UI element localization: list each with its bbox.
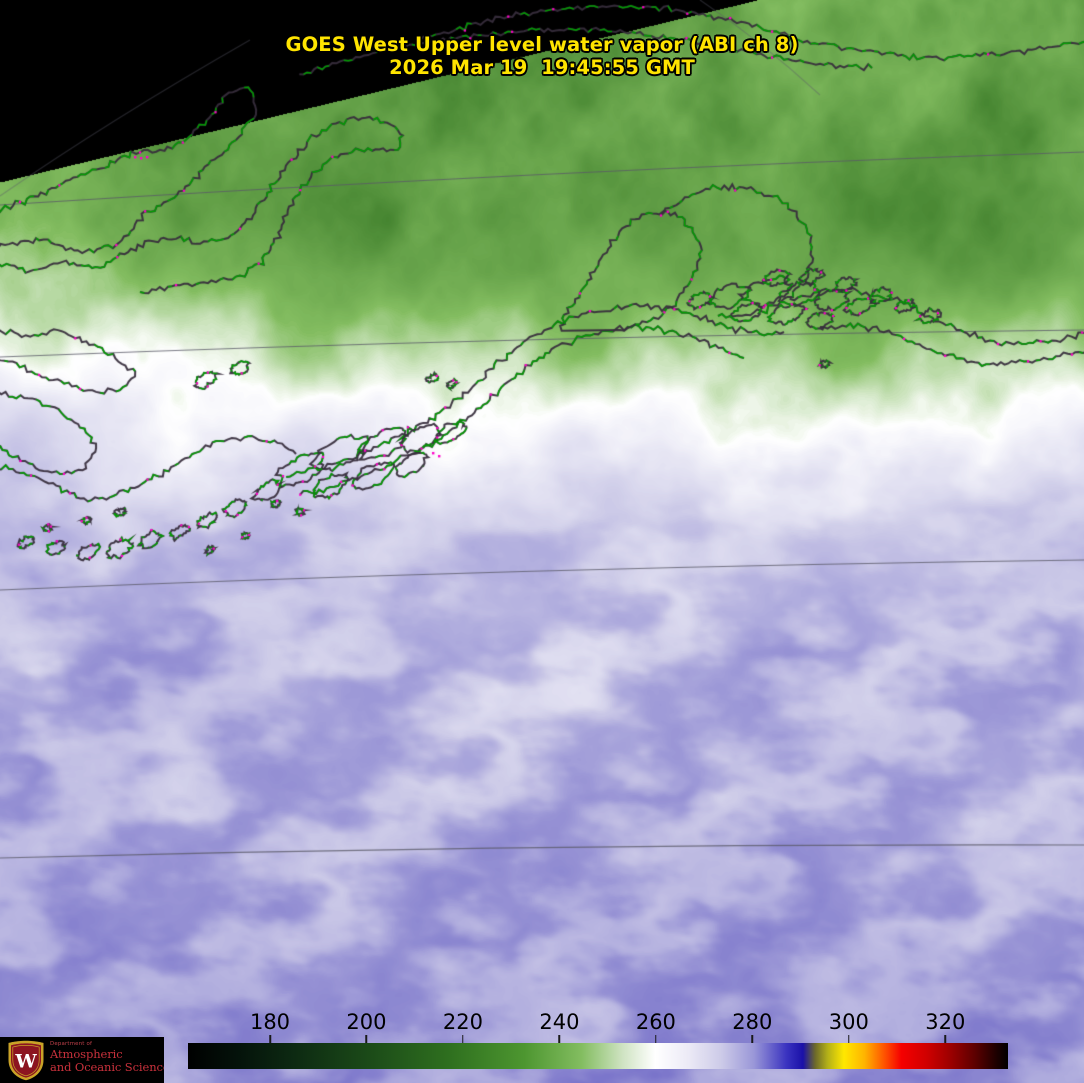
logo-text-block: Department of Atmospheric and Oceanic Sc… [50,1041,164,1074]
uw-crest-icon: W [8,1040,44,1081]
uw-aos-logo: W Department of Atmospheric and Oceanic … [0,1037,164,1083]
svg-text:W: W [14,1051,37,1073]
logo-department-label: Department of [50,1041,93,1047]
logo-name-line-2: and Oceanic Sciences [50,1060,164,1074]
logo-name-line-1: Atmospheric [50,1047,123,1061]
